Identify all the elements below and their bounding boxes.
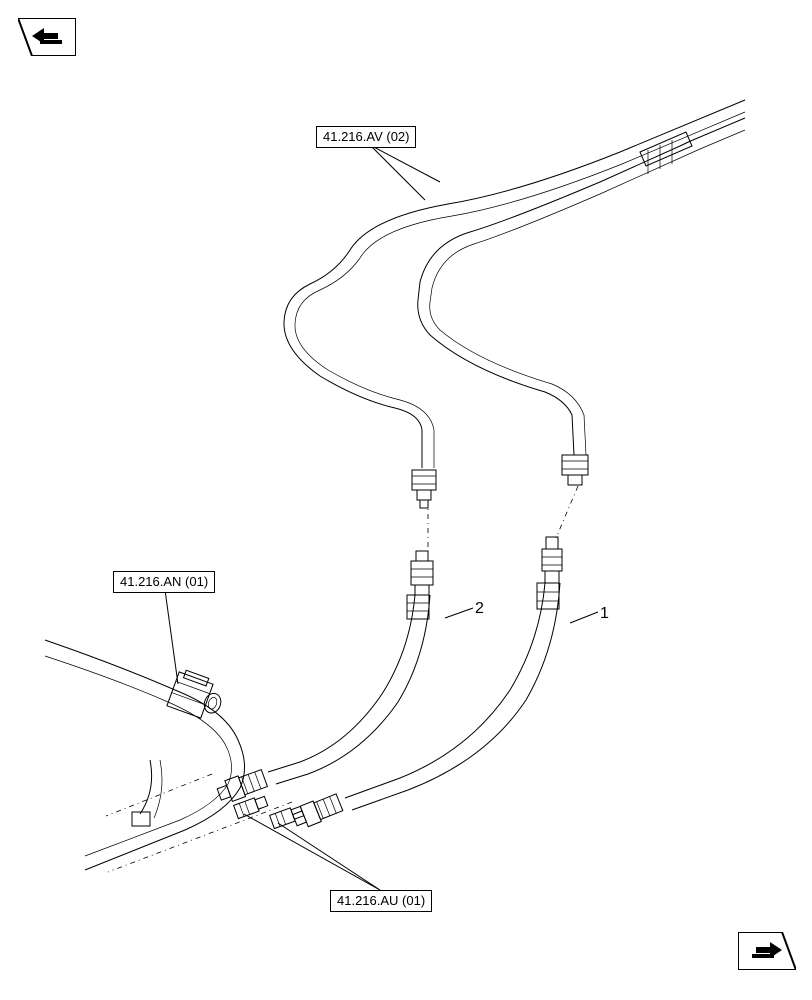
next-page-icon[interactable] — [738, 932, 796, 975]
diagram-page: 41.216.AV (02) 41.216.AN (01) 41.216.AU … — [0, 0, 812, 1000]
axis-lower-2 — [106, 774, 212, 816]
callout-bottom: 41.216.AU (01) — [330, 890, 432, 912]
tube-lower-frame — [45, 640, 245, 870]
callout-top: 41.216.AV (02) — [316, 126, 416, 148]
leader-left — [165, 590, 178, 684]
hose-item-2 — [215, 551, 433, 805]
prev-page-icon[interactable] — [18, 18, 76, 61]
diagram-svg — [0, 0, 812, 1000]
leader-item-2 — [445, 608, 473, 618]
axis-hose-1 — [556, 486, 578, 538]
tube-upper-inner — [284, 100, 745, 508]
item-number-2: 2 — [475, 600, 484, 618]
hose-item-1 — [291, 537, 562, 830]
fittings-lower — [234, 794, 305, 828]
leader-item-1 — [570, 612, 598, 623]
callout-left: 41.216.AN (01) — [113, 571, 215, 593]
tube-upper-outer — [418, 118, 745, 485]
leader-bottom-b — [278, 823, 380, 890]
leader-top-a — [370, 145, 425, 200]
item-number-1: 1 — [600, 605, 609, 623]
leader-top-b — [370, 145, 440, 182]
